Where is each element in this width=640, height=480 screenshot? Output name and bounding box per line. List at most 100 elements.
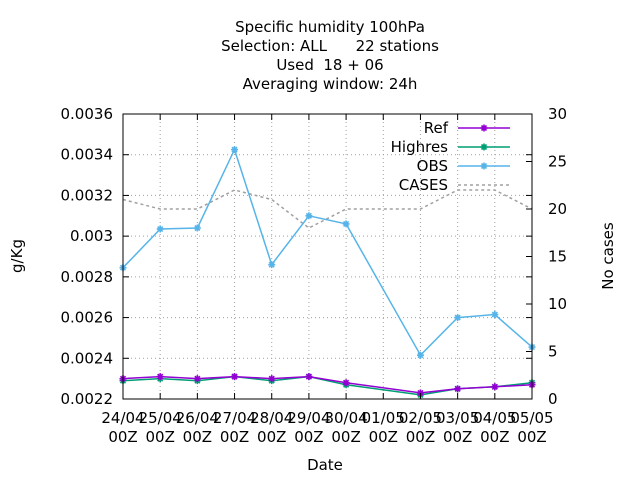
- y-tick-label: 0.0026: [61, 309, 114, 327]
- series-ref-point-shape: [454, 385, 462, 393]
- series-obs-point-shape: [156, 225, 164, 233]
- series-obs-line: [122, 147, 533, 357]
- y2-tick-label: 10: [548, 295, 567, 313]
- title-line-3: Used 18 + 06: [276, 56, 383, 74]
- series-ref-point-shape: [231, 373, 239, 381]
- legend-label-obs: OBS: [417, 157, 448, 175]
- series-ref-point: [454, 385, 462, 393]
- series-ref-point-shape: [156, 373, 164, 381]
- legend-marker-obs-shape: [480, 162, 488, 170]
- series-obs-point: [342, 220, 350, 228]
- x-tick-label-date: 01/05: [362, 409, 405, 427]
- series-ref-point-shape: [268, 375, 276, 383]
- y2-tick-label: 30: [548, 105, 567, 123]
- y-tick-label: 0.0024: [61, 349, 114, 367]
- series-ref-point-shape: [305, 373, 313, 381]
- y2-tick-label: 5: [548, 343, 558, 361]
- series-obs-point: [491, 311, 499, 319]
- series-obs-point-shape: [491, 311, 499, 319]
- x-tick-label-date: 05/05: [510, 409, 553, 427]
- series-obs-point-shape: [454, 314, 462, 322]
- series-obs-point: [231, 146, 239, 154]
- series-ref-point-shape: [342, 379, 350, 387]
- legend-marker-highres: [480, 143, 488, 151]
- series-obs-point-shape: [305, 212, 313, 220]
- x-tick-label-time: 00Z: [145, 428, 174, 446]
- y-tick-label: 0.0034: [61, 146, 114, 164]
- x-tick-label-time: 00Z: [443, 428, 472, 446]
- x-tick-label-date: 04/05: [473, 409, 516, 427]
- series-ref-point: [268, 375, 276, 383]
- series-obs-point: [156, 225, 164, 233]
- y2-tick-label: 25: [548, 153, 567, 171]
- y-tick-label: 0.003: [70, 227, 113, 245]
- series-ref-point: [491, 383, 499, 391]
- x-tick-label-time: 00Z: [480, 428, 509, 446]
- y-tick-label: 0.0028: [61, 268, 114, 286]
- y2-tick-label: 20: [548, 200, 567, 218]
- y-tick-label: 0.0032: [61, 186, 114, 204]
- series-ref-point: [231, 373, 239, 381]
- y-axis-title: g/Kg: [8, 239, 26, 273]
- legend-marker-ref-shape: [480, 124, 488, 132]
- series-cases-line: [122, 189, 533, 229]
- x-tick-label-date: 26/04: [176, 409, 219, 427]
- legend-marker-ref: [480, 124, 488, 132]
- series-obs-point-shape: [268, 261, 276, 269]
- series-obs-point: [305, 212, 313, 220]
- legend-label-ref: Ref: [424, 119, 449, 137]
- series-obs-point-shape: [231, 146, 239, 154]
- x-tick-label-date: 03/05: [436, 409, 479, 427]
- series-ref-point: [416, 389, 424, 397]
- x-tick-label-date: 24/04: [101, 409, 144, 427]
- series-obs-point: [268, 261, 276, 269]
- legend-marker-highres-shape: [480, 143, 488, 151]
- series-obs-point: [416, 351, 424, 359]
- axes: 0.0022 0.0024 0.0026 0.0028 0.003 0.0032 0.003…: [61, 105, 568, 446]
- plot-frame: [122, 113, 533, 400]
- title-line-1: Specific humidity 100hPa: [235, 18, 425, 36]
- series-ref-point-shape: [193, 375, 201, 383]
- y-tick-label: 0.0022: [61, 390, 114, 408]
- x-tick-label-time: 00Z: [183, 428, 212, 446]
- x-tick-label-date: 30/04: [324, 409, 367, 427]
- series-ref-point: [193, 375, 201, 383]
- series-ref-point-shape: [491, 383, 499, 391]
- x-tick-label-time: 00Z: [257, 428, 286, 446]
- series-ref-point-shape: [416, 389, 424, 397]
- x-tick-label-date: 28/04: [250, 409, 293, 427]
- x-tick-label-time: 00Z: [369, 428, 398, 446]
- series-obs-point-shape: [193, 224, 201, 232]
- x-tick-label-date: 29/04: [287, 409, 330, 427]
- x-tick-label-time: 00Z: [220, 428, 249, 446]
- x-tick-label-date: 25/04: [139, 409, 182, 427]
- x-tick-label-date: 02/05: [399, 409, 442, 427]
- title-line-4: Averaging window: 24h: [243, 75, 418, 93]
- x-tick-label-time: 00Z: [406, 428, 435, 446]
- legend-marker-obs: [480, 162, 488, 170]
- grid: [123, 114, 532, 399]
- title-line-2: Selection: ALL 22 stations: [221, 37, 439, 55]
- series-ref-line: [122, 375, 533, 394]
- series-obs-point-shape: [342, 220, 350, 228]
- legend-label-cases: CASES: [399, 176, 448, 194]
- x-tick-label-time: 00Z: [108, 428, 137, 446]
- y2-tick-label: 0: [548, 390, 558, 408]
- legend-label-highres: Highres: [391, 138, 449, 156]
- x-tick-label-time: 00Z: [331, 428, 360, 446]
- y2-tick-label: 15: [548, 248, 567, 266]
- series-ref-point: [305, 373, 313, 381]
- series-obs-point: [454, 314, 462, 322]
- x-axis-title: Date: [307, 456, 343, 474]
- x-tick-label-date: 27/04: [213, 409, 256, 427]
- x-tick-label-time: 00Z: [294, 428, 323, 446]
- y2-axis-title: No cases: [599, 222, 617, 290]
- series-layer: [119, 146, 536, 399]
- series-ref-point: [342, 379, 350, 387]
- series-obs-point: [193, 224, 201, 232]
- series-obs-point-shape: [416, 351, 424, 359]
- x-tick-label-time: 00Z: [517, 428, 546, 446]
